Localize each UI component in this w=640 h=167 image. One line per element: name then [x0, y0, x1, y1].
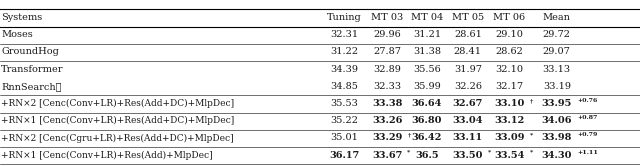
Text: +RN×2 [Cenc(Cgru+LR)+Res(Add+DC)+MlpDec]: +RN×2 [Cenc(Cgru+LR)+Res(Add+DC)+MlpDec]	[1, 133, 234, 142]
Text: 33.98: 33.98	[541, 133, 572, 142]
Text: 33.09: 33.09	[494, 133, 525, 142]
Text: 33.54: 33.54	[494, 151, 525, 160]
Text: 34.06: 34.06	[541, 116, 572, 125]
Text: GroundHog: GroundHog	[1, 47, 59, 56]
Text: 33.38: 33.38	[372, 99, 403, 108]
Text: 33.13: 33.13	[543, 65, 571, 74]
Text: 33.95: 33.95	[541, 99, 572, 108]
Text: 33.10: 33.10	[494, 99, 525, 108]
Text: 33.19: 33.19	[543, 82, 571, 91]
Text: 35.56: 35.56	[413, 65, 441, 74]
Text: 28.41: 28.41	[454, 47, 482, 56]
Text: 28.62: 28.62	[495, 47, 524, 56]
Text: 32.89: 32.89	[373, 65, 401, 74]
Text: *: *	[407, 150, 411, 155]
Text: +0.79: +0.79	[577, 132, 597, 137]
Text: 36.80: 36.80	[412, 116, 442, 125]
Text: 34.30: 34.30	[541, 151, 572, 160]
Text: 36.17: 36.17	[329, 151, 360, 160]
Text: 34.85: 34.85	[330, 82, 358, 91]
Text: 32.17: 32.17	[495, 82, 524, 91]
Text: 36.5: 36.5	[415, 151, 438, 160]
Text: 33.26: 33.26	[372, 116, 403, 125]
Text: 33.50: 33.50	[452, 151, 483, 160]
Text: Transformer: Transformer	[1, 65, 64, 74]
Text: 29.96: 29.96	[373, 30, 401, 39]
Text: 35.53: 35.53	[330, 99, 358, 108]
Text: +RN×1 [Cenc(Conv+LR)+Res(Add+DC)+MlpDec]: +RN×1 [Cenc(Conv+LR)+Res(Add+DC)+MlpDec]	[1, 116, 234, 125]
Text: Mean: Mean	[543, 13, 571, 22]
Text: 28.61: 28.61	[454, 30, 482, 39]
Text: 35.99: 35.99	[413, 82, 441, 91]
Text: Tuning: Tuning	[327, 13, 362, 22]
Text: 27.87: 27.87	[373, 47, 401, 56]
Text: 31.38: 31.38	[413, 47, 441, 56]
Text: 33.12: 33.12	[494, 116, 525, 125]
Text: MT 04: MT 04	[411, 13, 443, 22]
Text: 32.26: 32.26	[454, 82, 482, 91]
Text: 34.39: 34.39	[330, 65, 358, 74]
Text: *: *	[530, 150, 533, 155]
Text: 32.67: 32.67	[452, 99, 483, 108]
Text: 33.29: 33.29	[372, 133, 403, 142]
Text: Systems: Systems	[1, 13, 42, 22]
Text: +RN×1 [Cenc(Conv+LR)+Res(Add)+MlpDec]: +RN×1 [Cenc(Conv+LR)+Res(Add)+MlpDec]	[1, 151, 213, 160]
Text: +0.87: +0.87	[577, 115, 597, 120]
Text: 35.22: 35.22	[330, 116, 358, 125]
Text: +RN×2 [Cenc(Conv+LR)+Res(Add+DC)+MlpDec]: +RN×2 [Cenc(Conv+LR)+Res(Add+DC)+MlpDec]	[1, 99, 234, 108]
Text: 29.10: 29.10	[495, 30, 524, 39]
Text: 33.04: 33.04	[452, 116, 483, 125]
Text: *: *	[488, 150, 492, 155]
Text: 33.11: 33.11	[452, 133, 483, 142]
Text: MT 06: MT 06	[493, 13, 525, 22]
Text: 29.07: 29.07	[543, 47, 571, 56]
Text: †: †	[407, 132, 411, 137]
Text: 31.97: 31.97	[454, 65, 482, 74]
Text: MT 05: MT 05	[452, 13, 484, 22]
Text: 32.10: 32.10	[495, 65, 524, 74]
Text: *: *	[530, 132, 533, 137]
Text: 36.64: 36.64	[412, 99, 442, 108]
Text: 35.01: 35.01	[330, 133, 358, 142]
Text: +1.11: +1.11	[577, 150, 598, 155]
Text: 29.72: 29.72	[543, 30, 571, 39]
Text: 31.22: 31.22	[330, 47, 358, 56]
Text: 36.42: 36.42	[412, 133, 442, 142]
Text: †: †	[530, 98, 533, 103]
Text: 31.21: 31.21	[413, 30, 441, 39]
Text: MT 03: MT 03	[371, 13, 403, 22]
Text: RnnSearch⋆: RnnSearch⋆	[1, 82, 62, 91]
Text: 32.31: 32.31	[330, 30, 358, 39]
Text: +0.76: +0.76	[577, 98, 597, 103]
Text: 32.33: 32.33	[373, 82, 401, 91]
Text: 33.67: 33.67	[372, 151, 403, 160]
Text: Moses: Moses	[1, 30, 33, 39]
